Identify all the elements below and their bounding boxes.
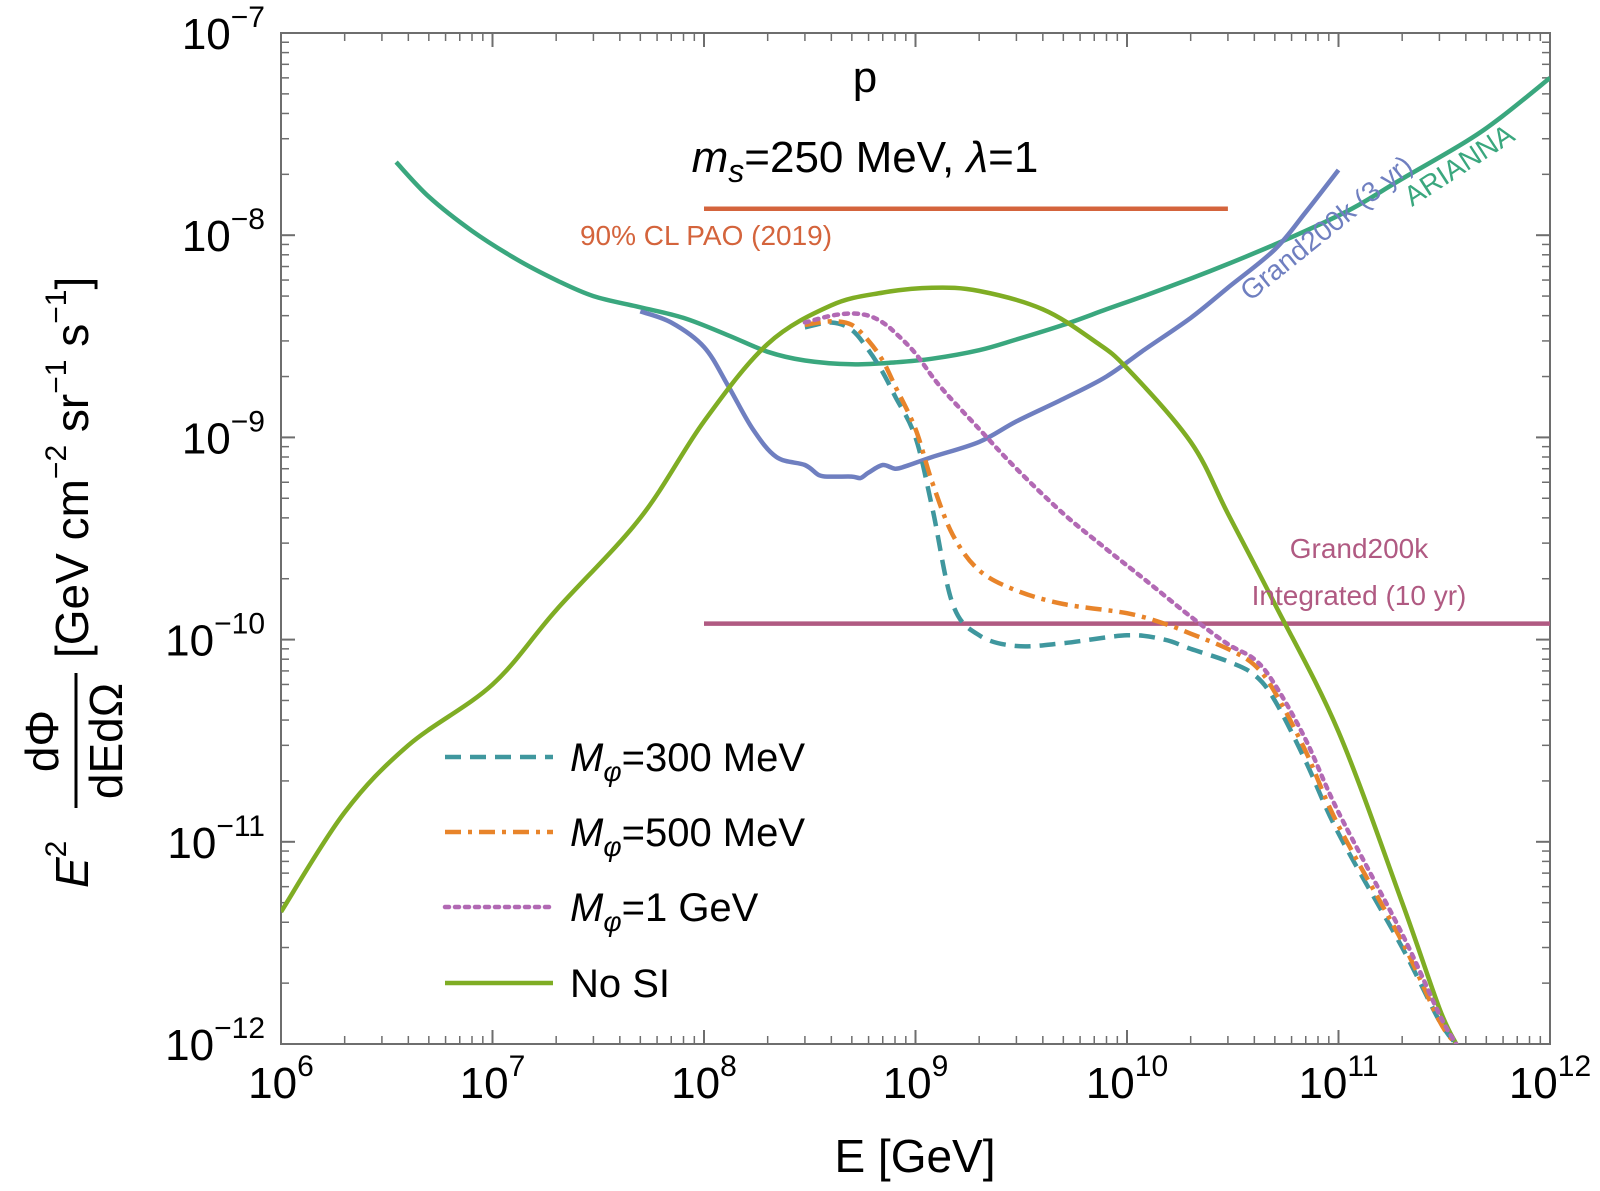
tick-labels: 106 107 108 109 1010 1011 1012 10−12 10−11 10−10 1… [165, 1, 1591, 1108]
ylabel-units-pre: [GeV cm [46, 479, 98, 658]
plot-curves [281, 76, 1550, 1044]
ylabel-frac-den: dEdΩ [80, 683, 132, 799]
x-tick-label: 106 [248, 1050, 314, 1108]
legend-label-no-si: No SI [570, 962, 670, 1006]
y-tick-label: 10−8 [182, 203, 265, 261]
ylabel-cm-exp: −2 [40, 445, 73, 479]
arianna-label: ARIANNA [1398, 118, 1520, 212]
x-tick-label: 108 [671, 1050, 737, 1108]
legend: Mφ=300 MeV Mφ=500 MeV Mφ=1 GeV No SI [442, 736, 805, 1006]
x-tick-label: 1012 [1509, 1050, 1591, 1108]
series-line-no-si [281, 285, 1459, 1044]
y-tick-label: 10−11 [167, 810, 265, 868]
ylabel-e-exp: 2 [40, 841, 73, 858]
x-axis-title: E [GeV] [834, 1130, 995, 1182]
series-line-grand200k-3-yr [639, 168, 1341, 481]
ylabel-s: s [46, 324, 98, 360]
ylabel-frac-num: dΦ [16, 710, 68, 772]
ylabel-sr: sr [46, 394, 98, 445]
x-tick-label: 107 [460, 1050, 526, 1108]
chart-title: p [853, 53, 877, 102]
subtitle-lambda-rest: =1 [988, 133, 1038, 182]
grand-3yr-label: Grand200k (3 yr) [1234, 149, 1418, 306]
grand-integrated-label-1: Grand200k [1290, 533, 1430, 564]
series-line-m-500-mev [804, 319, 1459, 1044]
y-tick-label: 10−10 [165, 608, 265, 666]
legend-label-m-500-mev: Mφ=500 MeV [570, 811, 805, 862]
y-tick-label: 10−9 [182, 405, 265, 463]
subtitle-m-sub: s [728, 153, 744, 189]
x-tick-label: 1010 [1086, 1050, 1168, 1108]
axis-ticks [280, 32, 1551, 1045]
pao-label: 90% CL PAO (2019) [580, 220, 832, 251]
ylabel-sr-exp: −1 [40, 360, 73, 394]
svg-text:[GeV cm−2 sr−1 s−1]: [GeV cm−2 sr−1 s−1] [40, 277, 98, 658]
chart-subtitle: ms=250 MeV, λ=1 [692, 133, 1039, 189]
series-line-arianna [394, 76, 1550, 367]
x-tick-label: 1011 [1298, 1050, 1378, 1108]
y-axis-title: E2 dΦ dEdΩ [GeV cm−2 sr−1 s−1] [16, 277, 132, 888]
x-tick-label: 109 [883, 1050, 949, 1108]
series-line-m-300-mev [804, 320, 1459, 1044]
subtitle-m: m [692, 133, 729, 182]
legend-label-m-1-gev: Mφ=1 GeV [570, 886, 759, 937]
svg-text:E2: E2 [40, 841, 98, 888]
series-line-m-1-gev [802, 311, 1459, 1044]
ylabel-s-exp: −1 [40, 290, 73, 324]
ylabel-units-post: ] [46, 277, 98, 290]
subtitle-rest: =250 MeV, [744, 133, 966, 182]
y-tick-label: 10−12 [165, 1012, 265, 1070]
grand-integrated-label-2: Integrated (10 yr) [1252, 580, 1467, 611]
legend-label-m-300-mev: Mφ=300 MeV [570, 736, 805, 787]
y-tick-label: 10−7 [182, 1, 265, 59]
ylabel-e: E [46, 856, 98, 888]
subtitle-lambda: λ [965, 133, 989, 182]
